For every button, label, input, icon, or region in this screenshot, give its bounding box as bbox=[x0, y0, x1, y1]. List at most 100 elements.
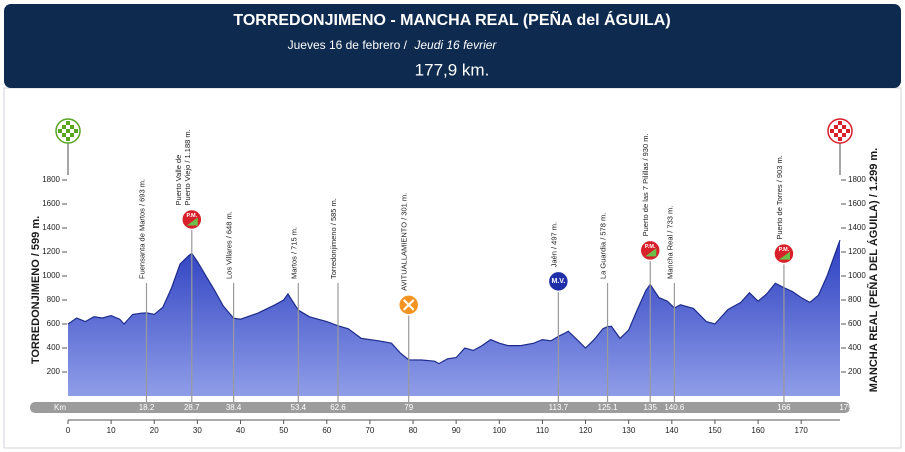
subtitle-es: Jueves 16 de febrero / bbox=[288, 38, 408, 52]
climb-badge-hill bbox=[186, 217, 198, 226]
sprint-badge bbox=[547, 270, 570, 293]
profile-line bbox=[67, 239, 841, 365]
waypoint-label: La Guardia / 578 m. bbox=[599, 213, 608, 279]
header bbox=[4, 4, 901, 88]
x-tick-label: 110 bbox=[536, 426, 549, 435]
waypoint-label: Mancha Real / 733 m. bbox=[665, 206, 674, 279]
subtitle: Jueves 16 de febrero / Jeudi 16 fevrier bbox=[288, 38, 498, 52]
x-tick-label: 140 bbox=[665, 426, 679, 435]
climb-badge-text: P.M. bbox=[779, 247, 790, 253]
y-tick-label: 1600 bbox=[42, 199, 60, 208]
x-tick-label: 30 bbox=[193, 426, 202, 435]
km-bar-value: 140.6 bbox=[664, 403, 685, 412]
x-tick-label: 80 bbox=[409, 426, 418, 435]
finish-flag-square bbox=[838, 137, 842, 141]
distance: 177,9 km. bbox=[415, 60, 490, 79]
y2-tick-label: 1800 bbox=[848, 175, 866, 184]
finish-flag-square bbox=[830, 129, 834, 133]
finish-flag-square bbox=[842, 133, 846, 137]
km-bar-value: 53.4 bbox=[291, 403, 307, 412]
y-tick-label: 1400 bbox=[42, 223, 60, 232]
km-bar-value: 38.4 bbox=[226, 403, 242, 412]
waypoint-label: Puerto de Torres / 903 m. bbox=[775, 155, 784, 240]
feed-icon-knife bbox=[403, 299, 415, 311]
x-tick-label: 170 bbox=[795, 426, 809, 435]
km-bar bbox=[30, 402, 850, 413]
x-tick-label: 40 bbox=[236, 426, 245, 435]
climb-badge-text: P.M. bbox=[186, 213, 197, 219]
x-tick-label: 100 bbox=[493, 426, 507, 435]
title: TORREDONJIMENO - MANCHA REAL (PEÑA del Á… bbox=[233, 9, 670, 29]
y2-tick-label: 1000 bbox=[848, 271, 866, 280]
y-tick-label: 1200 bbox=[42, 247, 60, 256]
x-tick-label: 70 bbox=[365, 426, 374, 435]
y-tick-label: 400 bbox=[47, 343, 61, 352]
km-bar-value: 166 bbox=[777, 403, 791, 412]
y2-tick-label: 1400 bbox=[848, 223, 866, 232]
x-tick-label: 10 bbox=[107, 426, 116, 435]
y2-tick-label: 800 bbox=[848, 295, 862, 304]
start-flag-square bbox=[66, 121, 70, 125]
x-tick-label: 50 bbox=[279, 426, 288, 435]
x-tick-label: 120 bbox=[579, 426, 593, 435]
waypoint-label: Los Villares / 648 m. bbox=[225, 211, 234, 279]
waypoint-label: Fuensanta de Martos / 693 m. bbox=[137, 179, 146, 279]
waypoint-label: Jaén / 497 m. bbox=[549, 222, 558, 267]
start-flag-square bbox=[62, 133, 66, 137]
finish-flag-square bbox=[834, 133, 838, 137]
x-tick-label: 90 bbox=[452, 426, 461, 435]
finish-flag-square bbox=[846, 129, 850, 133]
waypoint-label: Torredonjimeno / 585 m. bbox=[329, 198, 338, 279]
finish-flag-square bbox=[834, 125, 838, 129]
y-tick-label: 1000 bbox=[42, 271, 60, 280]
area-fill bbox=[68, 240, 840, 396]
y2-tick-label: 400 bbox=[848, 343, 862, 352]
km-bar-value: 62.6 bbox=[330, 403, 346, 412]
km-bar-value: 79 bbox=[404, 403, 413, 412]
y-tick-label: 800 bbox=[47, 295, 61, 304]
start-flag-square bbox=[66, 137, 70, 141]
y-tick-label: 600 bbox=[47, 319, 61, 328]
start-flag-square bbox=[70, 125, 74, 129]
km-bar-value: 135 bbox=[644, 403, 658, 412]
y2-tick-label: 1200 bbox=[848, 247, 866, 256]
finish-flag-square bbox=[842, 125, 846, 129]
waypoint-label: Puerto Viejo / 1.188 m. bbox=[183, 129, 192, 205]
climb-badge-text: P.M. bbox=[645, 244, 656, 250]
climb-badge-hill bbox=[778, 251, 790, 260]
finish-flag bbox=[827, 118, 853, 144]
x-tick-label: 60 bbox=[322, 426, 331, 435]
start-flag-square bbox=[62, 125, 66, 129]
climb-badge-hill bbox=[645, 248, 657, 257]
waypoint-label: Puerto Valle de bbox=[174, 155, 183, 206]
km-bar-label: Km bbox=[54, 403, 66, 412]
subtitle-fr: Jeudi 16 fevrier bbox=[413, 38, 497, 52]
waypoint-label: Martos / 715 m. bbox=[289, 227, 298, 279]
start-flag-square bbox=[74, 129, 78, 133]
km-bar-value: 18.2 bbox=[139, 403, 155, 412]
y2-tick-label: 1600 bbox=[848, 199, 866, 208]
y2-tick-label: 200 bbox=[848, 367, 862, 376]
x-tick-label: 150 bbox=[708, 426, 722, 435]
y2-tick-label: 600 bbox=[848, 319, 862, 328]
start-flag-square bbox=[70, 133, 74, 137]
x-tick-label: 0 bbox=[66, 426, 71, 435]
km-bar-value: 28.7 bbox=[184, 403, 200, 412]
start-flag-square bbox=[66, 129, 70, 133]
km-bar-value: 125.1 bbox=[598, 403, 619, 412]
start-label: TORREDONJIMENO / 599 m. bbox=[30, 216, 42, 364]
finish-flag-square bbox=[838, 129, 842, 133]
sprint-badge-text: M.V. bbox=[551, 278, 565, 285]
y-tick-label: 1800 bbox=[42, 175, 60, 184]
waypoint-label: AVITUALLAMIENTO / 301 m. bbox=[400, 193, 409, 291]
start-flag-square bbox=[58, 129, 62, 133]
x-tick-label: 160 bbox=[751, 426, 765, 435]
x-tick-label: 20 bbox=[150, 426, 159, 435]
waypoint-label: Puerto de las 7 Pilillas / 930 m. bbox=[641, 133, 650, 236]
km-bar-value: 179 bbox=[839, 403, 853, 412]
km-bar-value: 113.7 bbox=[549, 403, 569, 412]
y-tick-label: 200 bbox=[47, 367, 61, 376]
x-tick-label: 130 bbox=[622, 426, 636, 435]
finish-label: MANCHA REAL (PEÑA DEL ÁGUILA) / 1.299 m. bbox=[867, 148, 880, 392]
